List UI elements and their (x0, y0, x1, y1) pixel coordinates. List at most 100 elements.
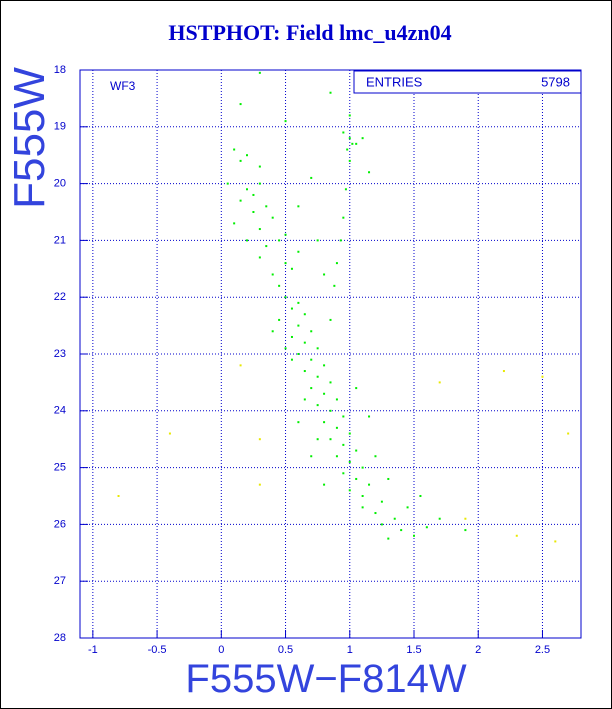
data-point (258, 483, 261, 486)
data-point (290, 358, 293, 361)
y-tick-label: 22 (54, 291, 66, 303)
data-point (290, 335, 293, 338)
data-point (284, 296, 287, 299)
data-point (406, 506, 409, 509)
data-point (464, 529, 467, 532)
data-point (344, 188, 347, 191)
data-point (239, 159, 242, 162)
data-point (329, 438, 332, 441)
data-point (258, 182, 261, 185)
x-axis-label: F555W−F814W (185, 657, 466, 701)
data-point (348, 137, 351, 140)
data-point (239, 103, 242, 106)
data-point (355, 477, 358, 480)
data-point (335, 426, 338, 429)
data-point (339, 239, 342, 242)
x-tick-label: 2 (475, 644, 481, 656)
data-point (355, 387, 358, 390)
data-point (374, 455, 377, 458)
data-point (438, 517, 441, 520)
x-tick-label: 2.5 (535, 644, 550, 656)
data-point (258, 228, 261, 231)
x-tick-label: -0.5 (148, 644, 167, 656)
data-point (361, 506, 364, 509)
data-point (380, 523, 383, 526)
data-point (387, 477, 390, 480)
data-point (226, 182, 229, 185)
data-point (368, 483, 371, 486)
data-point (246, 154, 248, 157)
data-point (239, 364, 242, 367)
data-point (233, 148, 236, 151)
data-point (316, 347, 319, 350)
data-point (323, 483, 326, 486)
data-point (258, 438, 261, 441)
data-point (333, 284, 336, 287)
data-point (348, 460, 351, 463)
chart-title: HSTPHOT: Field lmc_u4zn04 (168, 20, 451, 45)
data-point (284, 347, 287, 350)
data-point (515, 534, 518, 537)
x-tick-label: -1 (88, 644, 98, 656)
data-point (297, 250, 300, 253)
data-point (297, 353, 300, 355)
data-point (252, 193, 255, 196)
data-point (310, 358, 313, 361)
data-point (297, 421, 300, 424)
data-point (502, 370, 505, 373)
y-tick-label: 20 (54, 178, 66, 190)
data-point (342, 415, 345, 418)
data-point (368, 171, 371, 174)
data-point (342, 472, 345, 475)
data-point (351, 142, 354, 145)
data-point (361, 466, 364, 469)
stats-box (353, 70, 582, 94)
data-point (541, 375, 544, 378)
y-tick-label: 21 (54, 234, 66, 246)
data-point (400, 529, 403, 532)
data-point (342, 443, 345, 446)
data-point (323, 364, 326, 367)
data-point (335, 398, 338, 401)
x-tick-label: 0 (218, 644, 224, 656)
data-point (303, 370, 306, 373)
data-point (342, 216, 345, 219)
data-point (355, 449, 358, 452)
data-point (374, 512, 377, 515)
x-tick-label: 1.5 (406, 644, 421, 656)
x-tick-label: 0.5 (278, 644, 293, 656)
data-point (278, 318, 281, 321)
data-point (329, 409, 332, 412)
data-point (316, 404, 319, 407)
data-point (303, 313, 306, 316)
data-point (258, 71, 261, 74)
data-point (258, 165, 261, 168)
data-point (290, 267, 293, 270)
data-point (348, 432, 351, 435)
data-point (387, 537, 390, 540)
data-point (271, 273, 274, 276)
data-point (329, 318, 332, 321)
data-point (361, 137, 364, 140)
data-point (361, 495, 364, 497)
y-tick-label: 23 (54, 348, 66, 360)
data-point (346, 148, 349, 151)
y-tick-label: 24 (54, 405, 66, 417)
data-point (348, 159, 351, 162)
data-point (323, 273, 326, 276)
data-point (329, 91, 332, 94)
data-point (284, 262, 287, 265)
data-point (246, 239, 248, 242)
data-point (316, 375, 319, 378)
data-point (554, 540, 557, 543)
y-tick-label: 25 (54, 462, 66, 474)
data-point (239, 199, 242, 202)
y-axis-label: F555W (5, 67, 54, 209)
data-point (297, 205, 300, 208)
data-point (258, 256, 261, 259)
data-point (297, 324, 300, 327)
data-point (310, 176, 313, 179)
data-point (567, 432, 570, 435)
data-point (303, 398, 306, 401)
